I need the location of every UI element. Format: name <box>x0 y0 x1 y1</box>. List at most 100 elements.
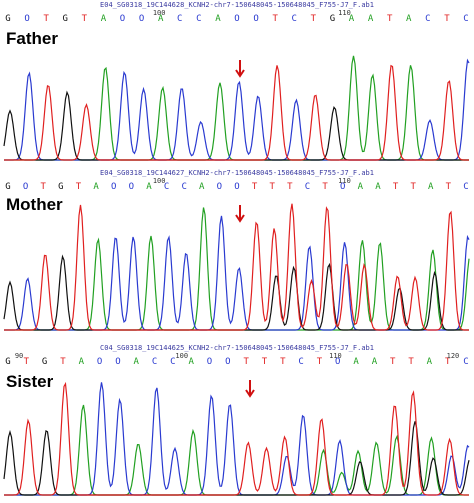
base-call: C <box>181 182 186 192</box>
base-call: G <box>42 357 47 367</box>
base-call: T <box>287 182 293 192</box>
position-number: 90 <box>15 352 23 360</box>
base-call: T <box>311 14 317 24</box>
position-number: 100 <box>153 9 166 17</box>
base-call: O <box>234 182 239 192</box>
base-call: A <box>353 357 359 367</box>
base-call: A <box>406 14 412 24</box>
mutation-arrow <box>235 205 245 223</box>
base-call: G <box>330 14 335 24</box>
base-call: T <box>387 14 393 24</box>
sample-label: Father <box>6 29 58 48</box>
base-call: A <box>372 357 378 367</box>
file-name: E04_SG0318_19C144628_KCNH2-chr7-15064804… <box>100 1 374 9</box>
base-call: O <box>340 182 345 192</box>
base-call: T <box>280 357 286 367</box>
base-call: T <box>41 182 47 192</box>
trace <box>4 203 469 331</box>
base-call: O <box>139 14 144 24</box>
base-call: G <box>5 182 10 192</box>
base-call: A <box>375 182 381 192</box>
base-call: O <box>23 182 28 192</box>
base-call: O <box>111 182 116 192</box>
sequence-panel: E04_SG0318_19C144627_KCNH2-chr7-15064804… <box>3 169 470 331</box>
position-number: 110 <box>338 9 351 17</box>
base-call: T <box>43 14 49 24</box>
base-call: O <box>225 357 230 367</box>
base-call: T <box>322 182 328 192</box>
base-call: T <box>408 357 414 367</box>
base-call: O <box>24 14 29 24</box>
base-call: O <box>335 357 340 367</box>
base-call: O <box>234 14 239 24</box>
base-call: A <box>428 182 434 192</box>
base-call: G <box>63 14 68 24</box>
base-call: T <box>446 182 452 192</box>
base-call: T <box>24 357 30 367</box>
base-call: O <box>253 14 258 24</box>
base-call: T <box>76 182 82 192</box>
trace <box>4 381 469 496</box>
base-call: A <box>349 14 355 24</box>
base-call: G <box>5 357 10 367</box>
base-call: A <box>188 357 194 367</box>
base-call: T <box>445 357 451 367</box>
trace <box>4 64 469 161</box>
position-number: 100 <box>153 177 166 185</box>
base-call: C <box>170 357 175 367</box>
base-call: O <box>120 14 125 24</box>
base-call: T <box>243 357 249 367</box>
base-call: T <box>390 357 396 367</box>
base-call: T <box>82 14 88 24</box>
position-number: 100 <box>175 352 188 360</box>
base-call: T <box>252 182 258 192</box>
base-call: T <box>444 14 450 24</box>
base-call: A <box>93 182 99 192</box>
base-call: O <box>129 182 134 192</box>
base-call: T <box>270 182 276 192</box>
base-call: C <box>298 357 303 367</box>
base-call: C <box>164 182 169 192</box>
base-call: A <box>215 14 221 24</box>
base-call: C <box>305 182 310 192</box>
base-call: T <box>262 357 268 367</box>
base-call: C <box>292 14 297 24</box>
base-call: A <box>368 14 374 24</box>
base-call: C <box>177 14 182 24</box>
base-call: C <box>463 14 468 24</box>
base-call: T <box>60 357 66 367</box>
file-name: E04_SG0318_19C144627_KCNH2-chr7-15064804… <box>100 169 374 177</box>
base-call: C <box>463 182 468 192</box>
base-call: A <box>146 182 152 192</box>
position-number: 110 <box>338 177 351 185</box>
position-number: 120 <box>447 352 460 360</box>
base-call: G <box>5 14 10 24</box>
base-call: A <box>427 357 433 367</box>
base-call: T <box>393 182 399 192</box>
base-call: A <box>358 182 364 192</box>
base-call: C <box>196 14 201 24</box>
base-call: G <box>58 182 63 192</box>
mutation-arrow <box>245 380 255 398</box>
base-call: T <box>317 357 323 367</box>
base-call: A <box>79 357 85 367</box>
sample-label: Mother <box>6 195 63 214</box>
base-call: O <box>217 182 222 192</box>
mutation-arrow <box>235 60 245 78</box>
base-call: C <box>425 14 430 24</box>
base-call: A <box>101 14 107 24</box>
file-name: C04_SG0318_19C144625_KCNH2-chr7-15064804… <box>100 344 374 352</box>
base-call: O <box>97 357 102 367</box>
base-call: T <box>272 14 278 24</box>
sequence-panel: E04_SG0318_19C144628_KCNH2-chr7-15064804… <box>3 1 470 161</box>
base-call: C <box>463 357 468 367</box>
position-number: 110 <box>329 352 342 360</box>
sample-label: Sister <box>6 372 54 391</box>
base-call: O <box>207 357 212 367</box>
base-call: A <box>158 14 164 24</box>
sequence-panel: C04_SG0318_19C144625_KCNH2-chr7-15064804… <box>3 344 470 496</box>
base-call: C <box>152 357 157 367</box>
base-call: A <box>134 357 140 367</box>
